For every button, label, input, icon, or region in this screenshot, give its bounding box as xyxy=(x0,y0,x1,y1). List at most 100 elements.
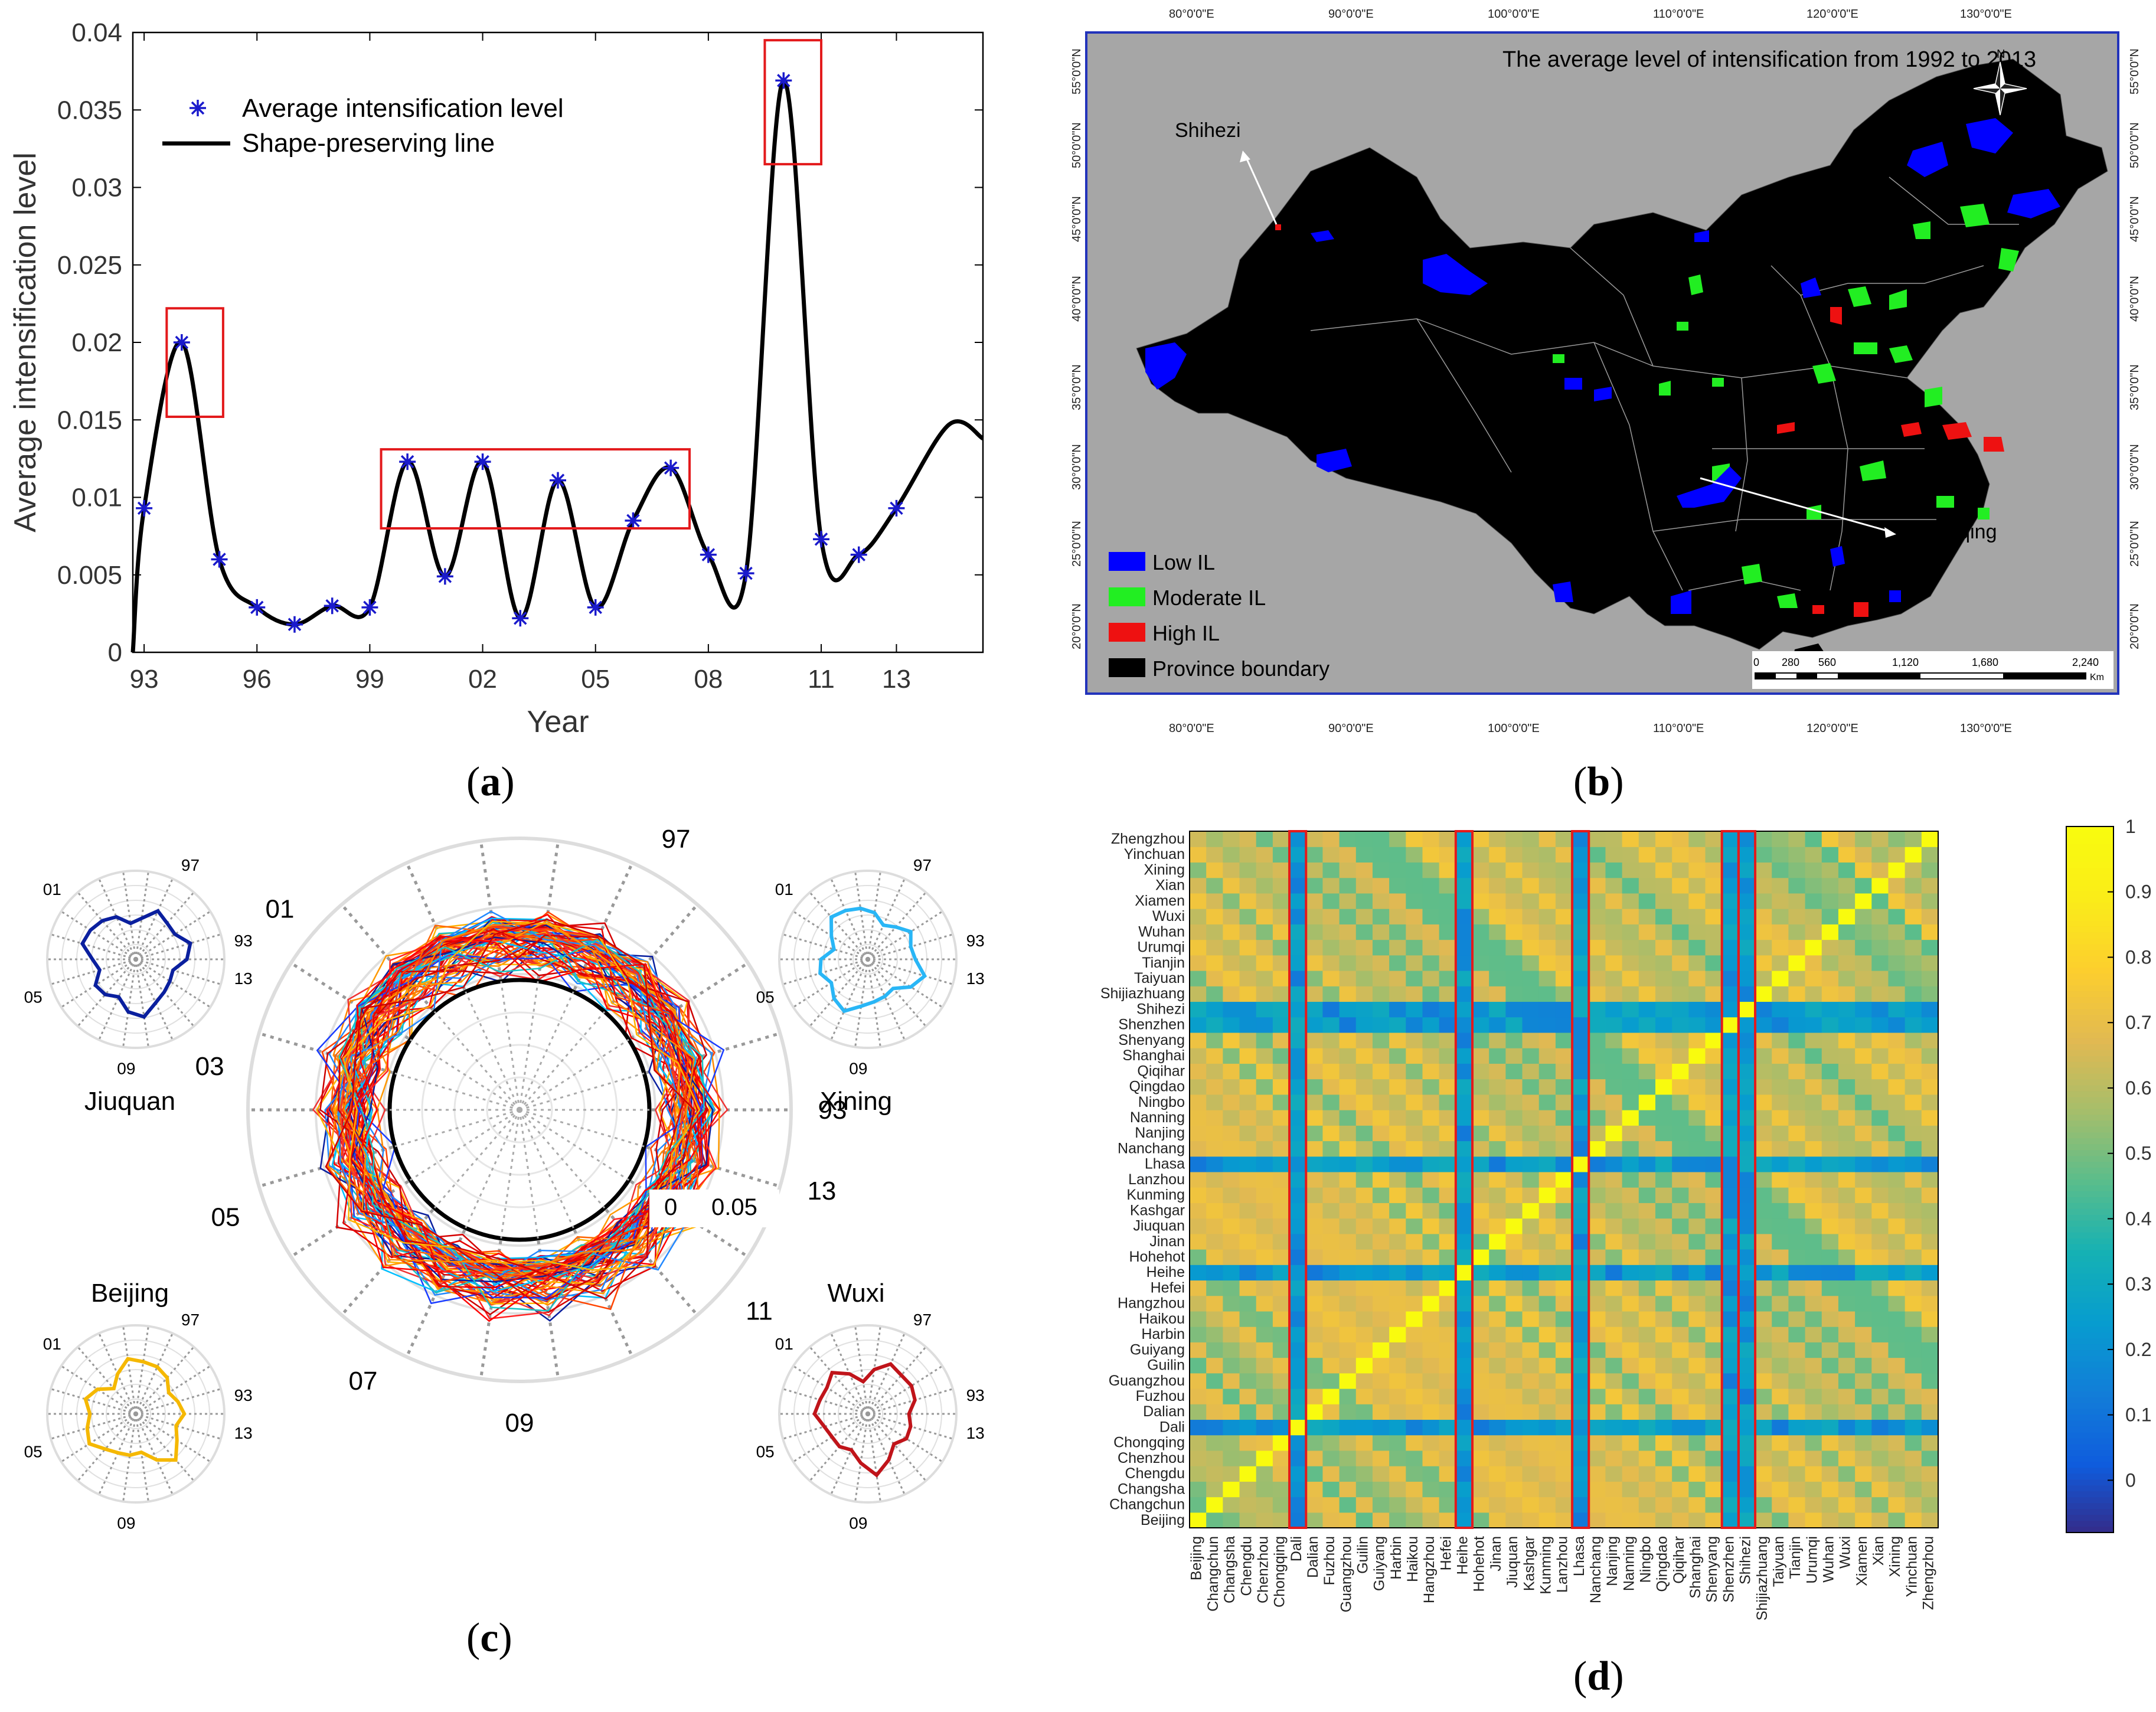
heatmap-cell xyxy=(1555,1404,1573,1420)
heatmap-cell xyxy=(1472,877,1489,894)
colorbar-segment xyxy=(2066,1291,2113,1298)
colorbar-segment xyxy=(2066,903,2113,910)
heatmap-cell xyxy=(1871,862,1889,878)
heatmap-cell xyxy=(1772,1497,1789,1513)
heatmap-cell xyxy=(1738,1419,1756,1436)
heatmap-cell xyxy=(1788,877,1806,894)
heatmap-cell xyxy=(1821,1311,1839,1327)
column-label: Wuhan xyxy=(1820,1536,1837,1583)
heatmap-cell xyxy=(1788,955,1806,971)
heatmap-cell xyxy=(1339,1265,1357,1281)
x-tick-label: 96 xyxy=(243,665,272,694)
heatmap-cell xyxy=(1522,1001,1540,1018)
small-angle-label: 97 xyxy=(913,856,932,874)
heatmap-cell xyxy=(1772,1218,1789,1234)
heatmap-cell xyxy=(1788,1032,1806,1048)
heatmap-cell xyxy=(1239,1094,1257,1110)
heatmap-cell xyxy=(1355,909,1373,924)
heatmap-cell xyxy=(1206,862,1223,878)
heatmap-cell xyxy=(1256,862,1273,878)
heatmap-cell xyxy=(1406,1094,1423,1110)
heatmap-cell xyxy=(1439,862,1456,878)
heatmap-cell xyxy=(1738,1497,1756,1513)
heatmap-cell xyxy=(1772,1063,1789,1080)
heatmap-cell xyxy=(1355,1388,1373,1404)
radar-spoke xyxy=(518,1109,699,1316)
heatmap-cell xyxy=(1489,1357,1506,1374)
heatmap-cell xyxy=(1655,847,1672,863)
heatmap-cell xyxy=(1322,1218,1340,1234)
y-axis-label: Average intensification level xyxy=(8,152,43,532)
svg-text:560: 560 xyxy=(1818,656,1836,668)
heatmap-cell xyxy=(1538,1404,1556,1420)
heatmap-cell xyxy=(1239,1249,1257,1265)
data-point xyxy=(286,616,303,633)
heatmap-cell xyxy=(1821,1280,1839,1296)
heatmap-cell xyxy=(1538,1063,1556,1080)
heatmap-cell xyxy=(1688,862,1706,878)
heatmap-cell xyxy=(1788,1342,1806,1358)
heatmap-cell xyxy=(1190,939,1207,956)
heatmap-cell xyxy=(1772,1001,1789,1018)
heatmap-cell xyxy=(1738,1156,1756,1172)
heatmap-cell xyxy=(1289,1233,1306,1250)
heatmap-cell xyxy=(1838,1141,1856,1157)
heatmap-cell xyxy=(1838,1249,1856,1265)
radar-outer-ring xyxy=(46,870,226,1049)
radar-inner-spoke xyxy=(519,1038,629,1111)
heatmap-cell xyxy=(1422,955,1440,971)
heatmap-cell xyxy=(1672,1079,1689,1095)
radar-inner-spoke xyxy=(465,1109,521,1229)
heatmap-cell xyxy=(1638,1218,1656,1234)
colorbar-segment xyxy=(2066,920,2113,927)
radar-inner-spoke xyxy=(500,1109,521,1239)
heatmap-cell xyxy=(1821,1218,1839,1234)
heatmap-cell xyxy=(1505,1373,1523,1389)
heatmap-cell xyxy=(1905,893,1922,909)
heatmap-cell xyxy=(1355,1048,1373,1064)
heatmap-cell xyxy=(1406,986,1423,1002)
heatmap-cell xyxy=(1289,1419,1306,1436)
heatmap-cell xyxy=(1372,1094,1390,1110)
heatmap-cell xyxy=(1788,1141,1806,1157)
colorbar-segment xyxy=(2066,1103,2113,1110)
heatmap-cell xyxy=(1838,1001,1856,1018)
heatmap-cell xyxy=(1422,1001,1440,1018)
heatmap-cell xyxy=(1605,1311,1623,1327)
column-label: Shijiazhuang xyxy=(1754,1536,1770,1620)
heatmap-cell xyxy=(1389,1187,1406,1203)
heatmap-cell xyxy=(1239,909,1257,924)
column-label: Taiyuan xyxy=(1770,1536,1787,1587)
svg-text:1,680: 1,680 xyxy=(1972,656,1998,668)
heatmap-cell xyxy=(1389,986,1406,1002)
data-point xyxy=(737,565,754,582)
heatmap-cell xyxy=(1505,1017,1523,1033)
heatmap-cell xyxy=(1905,1342,1922,1358)
colorbar-segment xyxy=(2066,1438,2113,1445)
heatmap-cell xyxy=(1638,1125,1656,1142)
heatmap-cell xyxy=(1272,1388,1290,1404)
map-callout-shihezi: Shihezi xyxy=(1175,119,1241,142)
heatmap-cell xyxy=(1190,924,1207,940)
heatmap-cell xyxy=(1406,862,1423,878)
heatmap-cell xyxy=(1855,1063,1872,1080)
heatmap-cell xyxy=(1422,1048,1440,1064)
heatmap-cell xyxy=(1755,1404,1772,1420)
heatmap-cell xyxy=(1322,1373,1340,1389)
heatmap-cell xyxy=(1655,1063,1672,1080)
heatmap-cell xyxy=(1772,1373,1789,1389)
heatmap-cell xyxy=(1555,1125,1573,1142)
heatmap-cell xyxy=(1306,1419,1324,1436)
heatmap-cell xyxy=(1455,877,1473,894)
heatmap-cell xyxy=(1389,1342,1406,1358)
heatmap-cell xyxy=(1572,1094,1589,1110)
heatmap-cell xyxy=(1339,909,1357,924)
heatmap-cell xyxy=(1306,1265,1324,1281)
heatmap-cell xyxy=(1888,893,1906,909)
heatmap-cell xyxy=(1638,1512,1656,1528)
heatmap-cell xyxy=(1688,1125,1706,1142)
heatmap-cell xyxy=(1190,971,1207,986)
heatmap-cell xyxy=(1838,1156,1856,1172)
heatmap-cell xyxy=(1190,955,1207,971)
radar-spoke xyxy=(50,1413,136,1440)
